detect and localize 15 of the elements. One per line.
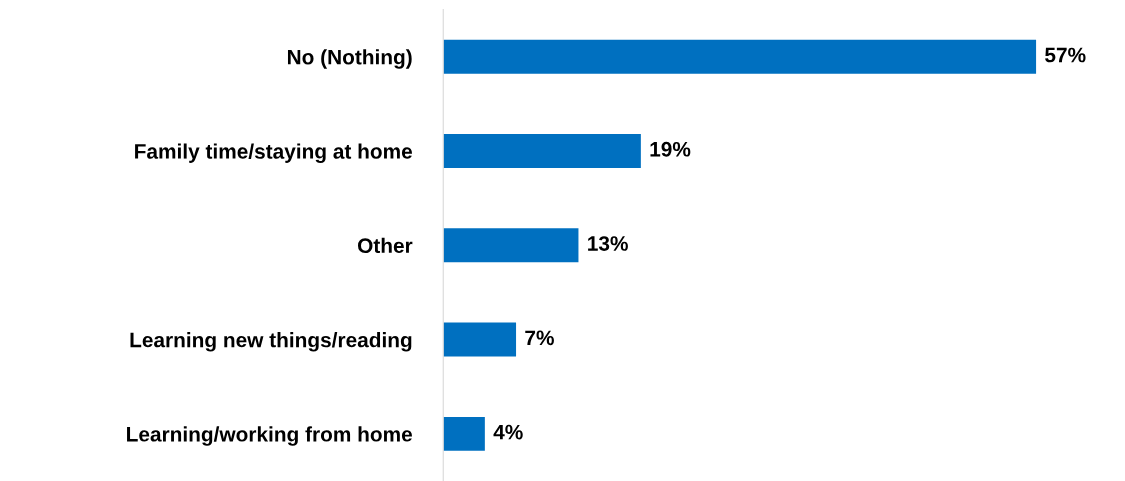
y-tick-label: Family time/staying at home [135, 143, 412, 163]
y-tick-label: Learning/working from home [127, 426, 412, 446]
bar [443, 39, 1037, 74]
bar [443, 322, 517, 357]
y-tick-label: Learning new things/reading [130, 332, 412, 352]
data-label: 57% [1045, 47, 1086, 63]
bar [443, 416, 485, 451]
data-label: 7% [525, 330, 554, 346]
data-label: 4% [493, 424, 523, 440]
data-label: 19% [650, 141, 691, 157]
bar [443, 134, 641, 168]
data-label: 13% [588, 236, 628, 251]
y-tick-label: Other [357, 237, 413, 254]
bar [443, 228, 579, 263]
y-tick-label: No (Nothing) [287, 49, 412, 69]
